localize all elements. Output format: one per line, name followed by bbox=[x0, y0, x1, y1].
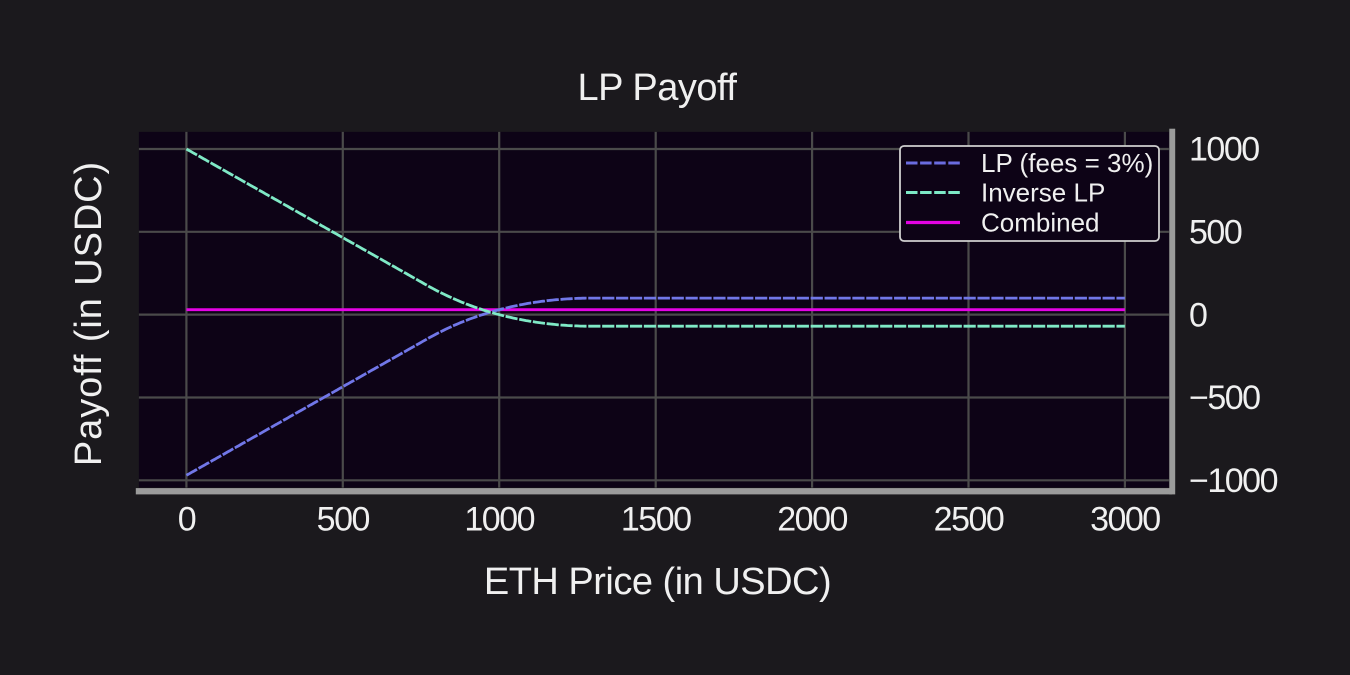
svg-text:2500: 2500 bbox=[934, 501, 1004, 539]
svg-text:ETH Price (in USDC): ETH Price (in USDC) bbox=[484, 561, 831, 603]
svg-text:Combined: Combined bbox=[981, 207, 1100, 237]
svg-text:LP (fees = 3%): LP (fees = 3%) bbox=[981, 148, 1153, 178]
svg-text:0: 0 bbox=[1189, 296, 1207, 334]
svg-text:500: 500 bbox=[317, 501, 370, 539]
svg-text:Inverse LP: Inverse LP bbox=[981, 177, 1105, 207]
svg-text:500: 500 bbox=[1189, 214, 1242, 252]
svg-text:1000: 1000 bbox=[1189, 131, 1259, 169]
svg-text:LP Payoff: LP Payoff bbox=[578, 67, 738, 109]
svg-text:3000: 3000 bbox=[1090, 501, 1160, 539]
svg-text:2000: 2000 bbox=[777, 501, 847, 539]
svg-text:Payoff (in USDC): Payoff (in USDC) bbox=[68, 161, 110, 466]
svg-text:1000: 1000 bbox=[464, 501, 534, 539]
svg-text:−500: −500 bbox=[1189, 379, 1260, 417]
svg-text:−1000: −1000 bbox=[1189, 462, 1278, 500]
svg-text:1500: 1500 bbox=[621, 501, 691, 539]
svg-text:0: 0 bbox=[178, 501, 196, 539]
